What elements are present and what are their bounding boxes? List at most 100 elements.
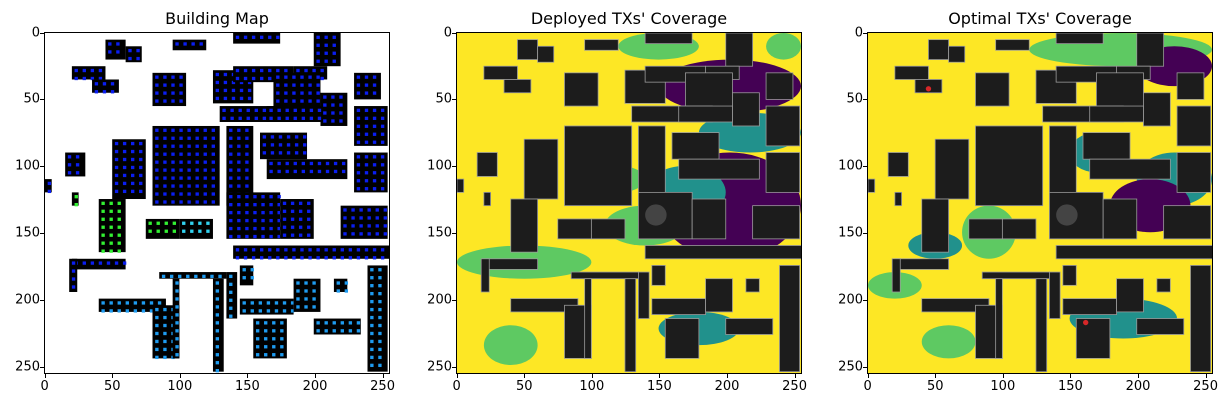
tx-dot (300, 91, 304, 95)
tx-dot (303, 143, 307, 147)
tx-dot (280, 353, 284, 357)
tx-dot (195, 184, 199, 188)
tx-dot (110, 90, 115, 94)
y-tick-label: 250 (427, 359, 452, 375)
tx-dot (74, 68, 78, 73)
tx-dot (304, 305, 308, 309)
tx-dot (277, 203, 281, 207)
tx-dot (301, 161, 306, 166)
tx-dot (264, 321, 268, 325)
tx-dot (117, 301, 121, 305)
tx-dot (378, 355, 382, 360)
tx-dot (229, 160, 233, 164)
tx-dot (276, 256, 280, 260)
tx-dot (139, 157, 143, 162)
tx-dot (171, 128, 175, 132)
tx-dot (203, 192, 207, 196)
tx-dot (307, 209, 311, 213)
tx-dot (237, 160, 241, 164)
tx-dot (117, 225, 121, 229)
building (765, 105, 801, 147)
tx-dot (332, 321, 336, 325)
tx-dot (215, 369, 220, 373)
tx-dot (356, 179, 361, 183)
tx-dot (300, 83, 304, 87)
tx-dot (277, 108, 281, 113)
tx-dot (378, 315, 382, 320)
tx-dot (171, 136, 175, 140)
tx-dot (309, 169, 314, 174)
x-tick-label: 0 (40, 379, 49, 394)
tx-dot (101, 217, 105, 221)
tx-dot (237, 203, 241, 207)
x-tick-mark (382, 374, 384, 378)
tx-dot (372, 91, 377, 95)
y-tick-mark (863, 233, 867, 235)
building (1082, 132, 1131, 160)
tx-dot (163, 355, 167, 360)
tx-dot (114, 173, 119, 178)
tx-dot (229, 195, 233, 199)
tx-dot (277, 195, 281, 199)
tx-dot (378, 276, 382, 280)
tx-dot (380, 132, 385, 136)
tx-dot (90, 68, 95, 73)
tx-dot (380, 108, 385, 113)
tx-dot (179, 144, 183, 148)
tx-dot (264, 337, 268, 341)
tx-dot (336, 281, 340, 285)
tx-dot (229, 274, 233, 279)
y-tick-mark (452, 233, 456, 235)
tx-marker (1083, 319, 1089, 326)
tx-dot (375, 208, 379, 212)
tx-dot (247, 88, 252, 93)
tx-dot (175, 321, 179, 325)
tx-dot (163, 136, 167, 140)
tx-dot (269, 169, 273, 174)
tx-dot (141, 309, 146, 313)
tx-dot (332, 256, 336, 260)
tx-dot (251, 256, 256, 260)
heatmap-optimal-coverage (868, 33, 1212, 373)
tx-dot (250, 268, 254, 272)
tx-dot (163, 128, 167, 132)
building (928, 39, 950, 60)
tx-dot (260, 256, 264, 260)
tx-dot (298, 225, 303, 229)
plot-area (867, 32, 1213, 374)
tx-dot (270, 151, 275, 155)
tx-dot (75, 171, 80, 175)
tx-dot (370, 291, 374, 296)
tx-dot (243, 248, 248, 252)
tx-dot (356, 83, 361, 87)
tx-dot (250, 276, 254, 280)
y-tick-label: 100 (15, 158, 40, 174)
tx-dot (340, 329, 344, 333)
tx-dot (325, 169, 330, 174)
tx-dot (292, 91, 296, 95)
tx-dot (101, 201, 105, 205)
tx-dot (294, 135, 299, 139)
tx-dot (308, 75, 312, 79)
tx-dot (276, 91, 280, 95)
tx-dot (157, 301, 162, 305)
y-tick-label: 250 (838, 359, 863, 375)
tx-dot (276, 75, 280, 79)
tx-dot (356, 321, 361, 325)
y-tick-label: 0 (443, 25, 452, 41)
tx-dot (245, 226, 249, 231)
tx-dot (364, 163, 369, 167)
tx-dot (261, 226, 265, 231)
plot-area (44, 32, 390, 374)
tx-dot (133, 309, 138, 313)
tx-dot (331, 111, 335, 115)
tx-dot (122, 261, 127, 265)
building (1049, 271, 1061, 319)
tx-dot (343, 208, 347, 212)
tx-dot (370, 268, 374, 272)
x-tick-mark (726, 374, 728, 378)
tx-dot (210, 274, 214, 279)
tx-dot (298, 217, 303, 221)
tx-dot (155, 200, 159, 204)
y-tick-mark (863, 99, 867, 101)
